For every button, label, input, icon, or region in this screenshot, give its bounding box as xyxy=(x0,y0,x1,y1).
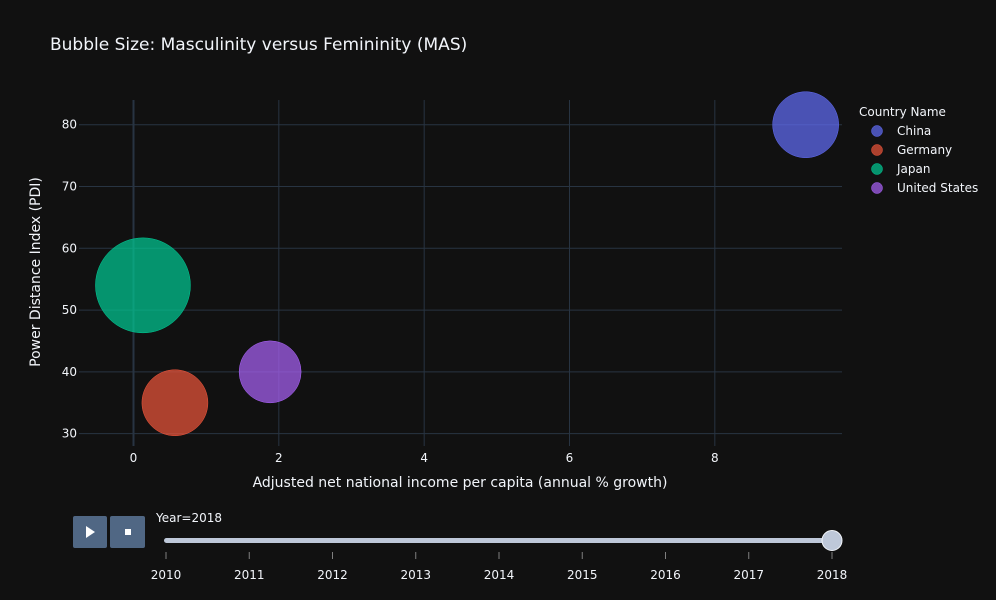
slider-year-2016[interactable]: 2016 xyxy=(650,568,681,582)
y-axis-title: Power Distance Index (PDI) xyxy=(28,177,44,367)
x-tick-label: 0 xyxy=(130,451,138,465)
legend-item-china[interactable]: China xyxy=(872,124,932,138)
bubble-china[interactable] xyxy=(773,92,839,158)
bubbles xyxy=(95,92,838,436)
legend-label: China xyxy=(897,124,931,138)
y-tick-label: 50 xyxy=(62,303,77,317)
slider-year-2010[interactable]: 2010 xyxy=(151,568,182,582)
chart-title: Bubble Size: Masculinity versus Feminini… xyxy=(50,35,467,55)
slider-track[interactable] xyxy=(164,538,832,543)
legend: Country Name China Germany Japan United Sta… xyxy=(859,105,978,195)
y-tick-label: 30 xyxy=(62,427,77,441)
x-tick-label: 4 xyxy=(420,451,428,465)
slider-year-2017[interactable]: 2017 xyxy=(733,568,764,582)
bubble-japan[interactable] xyxy=(95,238,190,333)
slider-handle[interactable] xyxy=(822,531,842,551)
x-axis-ticks: 0 2 4 6 8 xyxy=(130,451,719,465)
slider-year-2015[interactable]: 2015 xyxy=(567,568,598,582)
legend-marker xyxy=(872,126,883,137)
legend-item-japan[interactable]: Japan xyxy=(872,162,931,176)
slider-year-labels: 2010 2011 2012 2013 2014 2015 2016 2017 2018 xyxy=(151,552,848,582)
play-button[interactable] xyxy=(73,516,107,548)
y-tick-label: 40 xyxy=(62,365,77,379)
legend-marker xyxy=(872,145,883,156)
x-tick-label: 6 xyxy=(566,451,574,465)
legend-item-united-states[interactable]: United States xyxy=(872,181,979,195)
y-tick-label: 60 xyxy=(62,241,77,255)
legend-label: United States xyxy=(897,181,978,195)
slider-year-2018[interactable]: 2018 xyxy=(817,568,848,582)
x-axis-title: Adjusted net national income per capita … xyxy=(253,475,668,491)
y-tick-label: 70 xyxy=(62,180,77,194)
x-tick-label: 8 xyxy=(711,451,719,465)
y-tick-label: 80 xyxy=(62,118,77,132)
stop-icon xyxy=(125,529,131,535)
slider-year-2011[interactable]: 2011 xyxy=(234,568,265,582)
legend-title: Country Name xyxy=(859,105,946,119)
legend-marker xyxy=(872,183,883,194)
slider-current-label: Year=2018 xyxy=(155,511,222,525)
slider-year-2014[interactable]: 2014 xyxy=(484,568,515,582)
legend-item-germany[interactable]: Germany xyxy=(872,143,953,157)
slider-year-2012[interactable]: 2012 xyxy=(317,568,348,582)
stop-button[interactable] xyxy=(110,516,145,548)
bubble-germany[interactable] xyxy=(142,370,208,436)
y-axis-ticks: 30 40 50 60 70 80 xyxy=(62,118,77,441)
bubble-united-states[interactable] xyxy=(239,341,301,403)
x-tick-label: 2 xyxy=(275,451,283,465)
legend-marker xyxy=(872,164,883,175)
slider-year-2013[interactable]: 2013 xyxy=(400,568,431,582)
legend-label: Germany xyxy=(897,143,952,157)
legend-label: Japan xyxy=(896,162,930,176)
